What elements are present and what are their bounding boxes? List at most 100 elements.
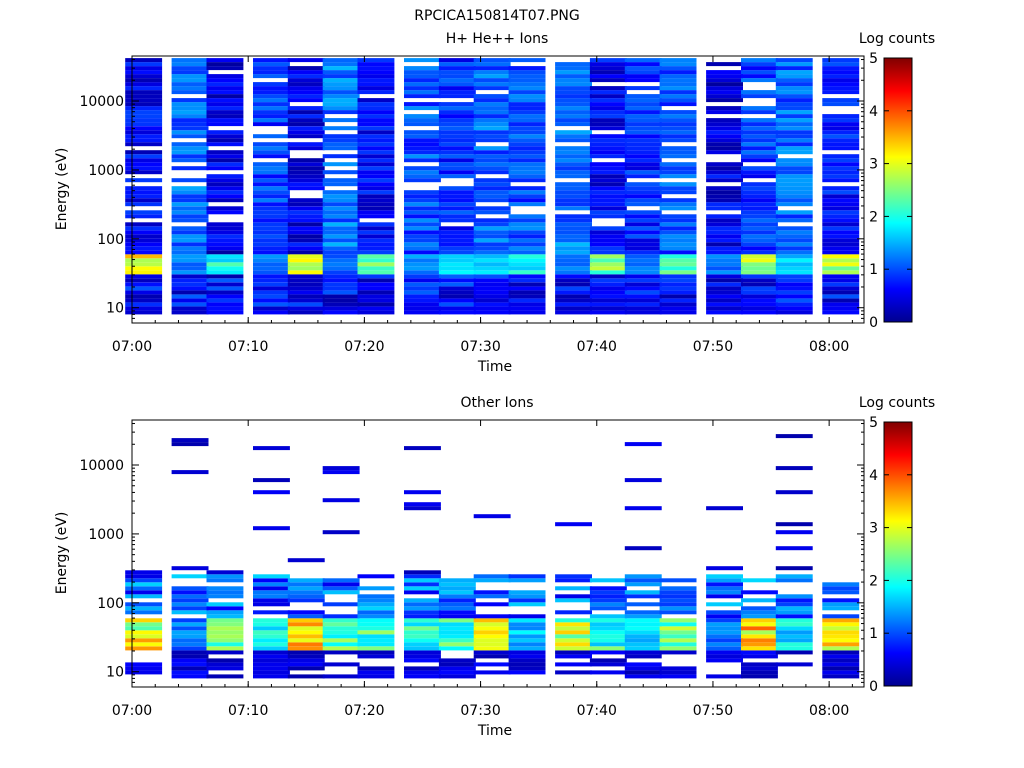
heatmap-cell [253, 630, 290, 635]
heatmap-cell [253, 274, 290, 279]
heatmap-cell [555, 230, 592, 235]
heatmap-cell [253, 286, 290, 291]
heatmap-cell [357, 114, 395, 119]
heatmap-cell [589, 94, 627, 99]
heatmap-cell [822, 82, 860, 87]
heatmap-cell [171, 150, 209, 155]
heatmap-cell [473, 646, 511, 651]
heatmap-cell [741, 66, 778, 71]
heatmap-cell [555, 642, 592, 647]
heatmap-cell [206, 310, 244, 315]
heatmap-cell [741, 630, 778, 635]
heatmap-cell [822, 254, 860, 259]
heatmap-cell [171, 630, 209, 635]
heatmap-cell [125, 230, 163, 235]
heatmap-cell [589, 658, 627, 663]
heatmap-cell [404, 146, 441, 151]
heatmap-cell [357, 294, 395, 299]
heatmap-cell [508, 302, 546, 307]
heatmap-cell [125, 242, 163, 247]
heatmap-cell [555, 218, 592, 223]
heatmap-cell [171, 442, 209, 447]
heatmap-cell [253, 670, 290, 675]
heatmap-cell [171, 666, 209, 671]
heatmap-cell [171, 594, 209, 599]
heatmap-cell [822, 646, 860, 651]
heatmap-cell [404, 242, 441, 247]
plot-frame [131, 419, 865, 688]
heatmap-cell [125, 570, 163, 575]
heatmap-cell [822, 114, 860, 119]
heatmap-cell [555, 214, 592, 219]
heatmap-cell [438, 194, 476, 199]
heatmap-cell [508, 306, 546, 311]
heatmap-cell [473, 218, 511, 223]
heatmap-cell [322, 242, 360, 247]
heatmap-cell [438, 142, 476, 147]
heatmap-cell [322, 214, 360, 219]
heatmap-cell [775, 270, 813, 275]
heatmap-cell [822, 590, 860, 595]
heatmap-cell [253, 182, 290, 187]
heatmap-cell [253, 218, 290, 223]
heatmap-cell [555, 222, 592, 227]
heatmap-cell [322, 254, 360, 259]
heatmap-cell [706, 646, 743, 651]
heatmap-cell [206, 266, 244, 271]
heatmap-cell [822, 310, 860, 315]
heatmap-cell [206, 226, 244, 231]
heatmap-cell [624, 590, 662, 595]
heatmap-cell [589, 86, 627, 91]
heatmap-cell [589, 146, 627, 151]
heatmap-cell [253, 258, 290, 263]
heatmap-cell [473, 294, 511, 299]
heatmap-cell [357, 254, 395, 259]
heatmap-cell [253, 310, 290, 315]
heatmap-cell [589, 290, 627, 295]
heatmap-cell [404, 262, 441, 267]
heatmap-cell [741, 206, 778, 211]
heatmap-cell [706, 506, 743, 511]
heatmap-cell [287, 578, 325, 583]
heatmap-cell [508, 82, 546, 87]
heatmap-cell [822, 138, 860, 143]
heatmap-cell [357, 130, 395, 135]
heatmap-cell [171, 310, 209, 315]
heatmap-cell [438, 146, 476, 151]
heatmap-cell [822, 654, 860, 659]
heatmap-cell [659, 58, 697, 63]
heatmap-cell [589, 202, 627, 207]
heatmap-cell [322, 154, 360, 159]
heatmap-cell [624, 114, 662, 119]
colorbar-tick-label: 0 [869, 679, 878, 695]
heatmap-cell [357, 122, 395, 127]
heatmap-cell [624, 478, 662, 483]
heatmap-cell [508, 662, 546, 667]
heatmap-cell [555, 106, 592, 111]
heatmap-cell [438, 274, 476, 279]
heatmap-cell [624, 218, 662, 223]
heatmap-cell [706, 294, 743, 299]
heatmap-cell [508, 630, 546, 635]
heatmap-cell [775, 250, 813, 255]
heatmap-cell [171, 246, 209, 251]
heatmap-cell [822, 582, 860, 587]
heatmap-cell [438, 86, 476, 91]
heatmap-cell [287, 86, 325, 91]
heatmap-cell [287, 274, 325, 279]
heatmap-cell [125, 622, 163, 627]
heatmap-cell [438, 134, 476, 139]
heatmap-cell [706, 202, 743, 207]
heatmap-cell [822, 242, 860, 247]
heatmap-cell [125, 106, 163, 111]
heatmap-cell [775, 130, 813, 135]
heatmap-cell [404, 674, 441, 679]
heatmap-cell [287, 674, 325, 679]
heatmap-cell [404, 282, 441, 287]
heatmap-cell [287, 58, 325, 63]
heatmap-cell [508, 262, 546, 267]
y-axis-label: Energy (eV) [54, 148, 70, 231]
heatmap-cell [206, 618, 244, 623]
heatmap-cell [253, 106, 290, 111]
heatmap-cell [253, 214, 290, 219]
